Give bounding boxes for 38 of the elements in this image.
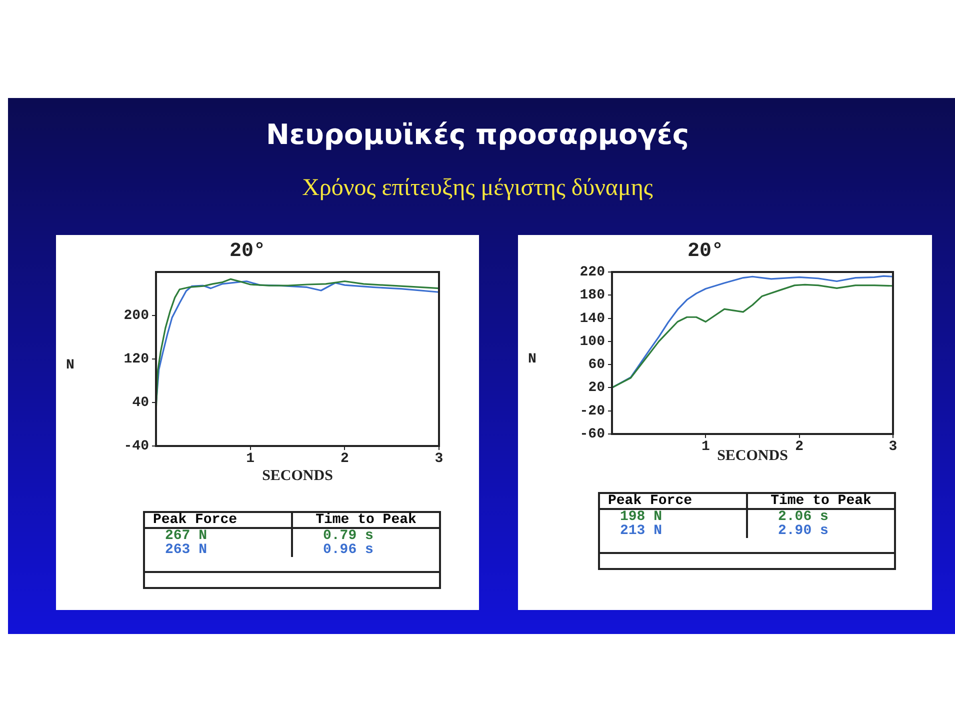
- y-axis-title: N: [528, 352, 536, 368]
- text: 198 N: [599, 509, 747, 525]
- text: 2.90 s: [747, 523, 895, 539]
- y-tick-label: 220: [580, 264, 605, 281]
- y-tick-label: 100: [580, 334, 605, 350]
- text: Time to Peak: [747, 493, 895, 509]
- chart-title: 20°: [687, 240, 724, 264]
- x-tick-label: 1: [701, 438, 710, 455]
- text: 0.96 s: [292, 542, 440, 558]
- text: 0.79 s: [292, 528, 440, 544]
- x-tick-label: 3: [888, 438, 898, 455]
- x-tick-label: 1: [246, 450, 255, 467]
- x-tick-label: 2: [795, 438, 804, 455]
- text: 213 N: [599, 523, 747, 539]
- text: Peak Force: [599, 493, 747, 509]
- y-tick-label: 140: [580, 310, 605, 327]
- y-tick-label: 20: [588, 380, 605, 396]
- y-tick-label: -40: [124, 438, 149, 455]
- text: 267 N: [144, 528, 292, 544]
- text: 263 N: [144, 542, 292, 558]
- chart-title: 20°: [229, 240, 266, 264]
- y-tick-label: 180: [580, 288, 605, 304]
- y-tick-label: -20: [580, 403, 605, 420]
- x-axis-title: SECONDS: [262, 468, 333, 484]
- text: Χρόνος επίτευξης μέγιστης δύναμης: [301, 175, 654, 202]
- y-axis-title: N: [66, 358, 74, 374]
- text: Peak Force: [144, 512, 292, 528]
- text: Νευρομυϊκές προσαρμογές: [264, 118, 690, 151]
- x-tick-label: 3: [434, 450, 444, 467]
- text: 2.06 s: [747, 509, 895, 525]
- x-tick-label: 2: [340, 450, 349, 467]
- y-tick-label: -60: [580, 426, 605, 443]
- y-tick-label: 60: [588, 357, 605, 374]
- y-tick-label: 120: [124, 352, 149, 368]
- y-tick-label: 40: [132, 395, 149, 412]
- y-tick-label: 200: [124, 308, 149, 324]
- x-axis-title: SECONDS: [717, 448, 788, 464]
- text: Time to Peak: [292, 512, 440, 528]
